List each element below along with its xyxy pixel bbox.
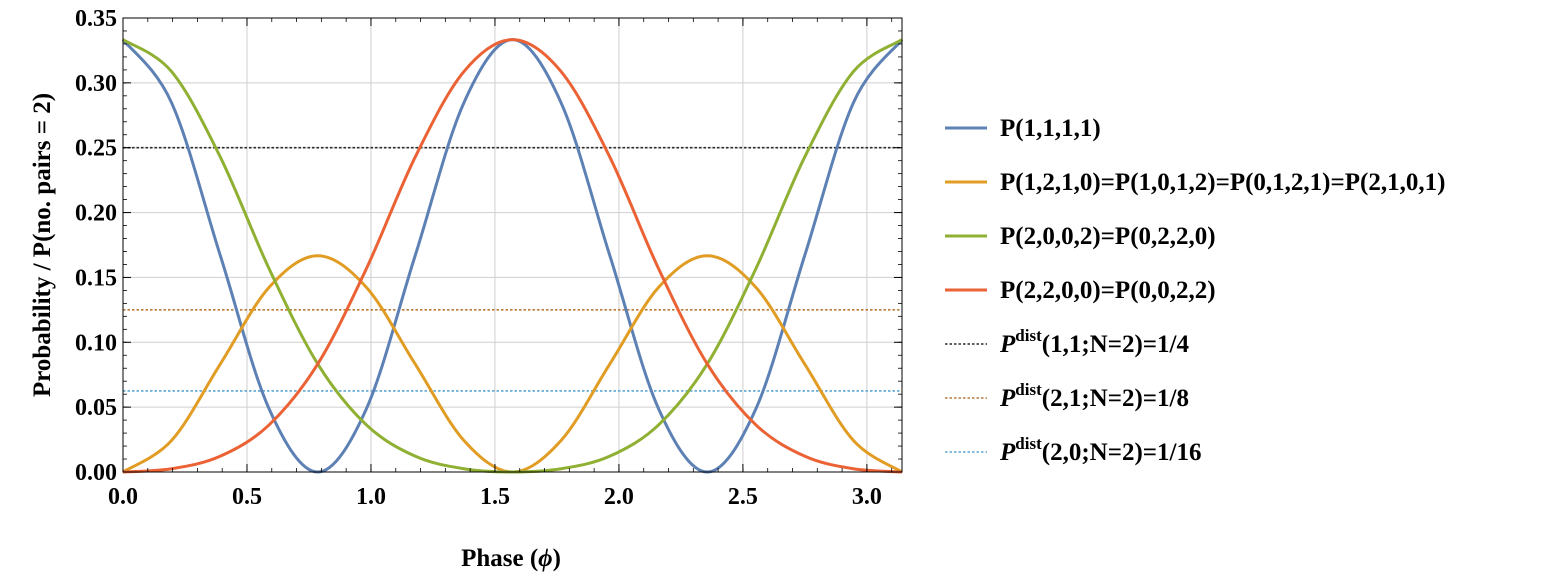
x-tick-label: 3.0 [852,484,882,510]
x-axis-label: Phase (ϕ) [461,545,561,572]
x-tick-label: 2.0 [604,484,634,510]
x-tick-label: 0.5 [232,484,262,510]
y-axis-label: Probability / P(no. pairs = 2) [29,93,56,397]
x-tick-labels: 0.0 0.5 1.0 1.5 2.0 2.5 3.0 [108,484,882,510]
y-tick-label: 0.30 [75,71,117,97]
plot-frame [122,17,903,473]
y-tick-label: 0.00 [75,460,117,486]
legend: P(1,1,1,1) P(1,2,1,0)=P(1,0,1,2)=P(0,1,2,… [945,115,1445,466]
y-tick-label: 0.20 [75,201,117,227]
legend-label-2: P(2,0,0,2)=P(0,2,2,0) [1000,223,1216,250]
y-tick-label: 0.05 [75,395,117,421]
legend-label-1: P(1,2,1,0)=P(1,0,1,2)=P(0,1,2,1)=P(2,1,0… [1000,169,1445,196]
series-line-3 [122,38,903,474]
x-tick-label: 0.0 [108,484,138,510]
legend-label-6: Pdist(2,0;N=2)=1/16 [999,434,1201,466]
legend-label-0: P(1,1,1,1) [1000,115,1101,142]
x-axis-label-close: ) [553,545,561,572]
axis-ticks [122,17,902,473]
x-tick-label: 1.5 [480,484,510,510]
legend-label-3: P(2,2,0,0)=P(0,0,2,2) [1000,277,1216,304]
y-tick-label: 0.10 [75,330,117,356]
y-tick-label: 0.25 [75,136,117,162]
x-tick-label: 2.5 [728,484,758,510]
x-axis-label-symbol: ϕ [538,545,552,572]
legend-label-5: Pdist(2,1;N=2)=1/8 [999,380,1189,412]
series-line-1 [122,254,903,474]
y-tick-label: 0.35 [75,6,117,32]
grid [123,18,902,472]
x-axis-label-text: Phase ( [461,545,538,572]
y-tick-labels: 0.00 0.05 0.10 0.15 0.20 0.25 0.30 0.35 [75,6,117,486]
legend-label-4: Pdist(1,1;N=2)=1/4 [999,326,1189,358]
x-tick-label: 1.0 [356,484,386,510]
plot-border [122,17,903,473]
y-tick-label: 0.15 [75,265,117,291]
